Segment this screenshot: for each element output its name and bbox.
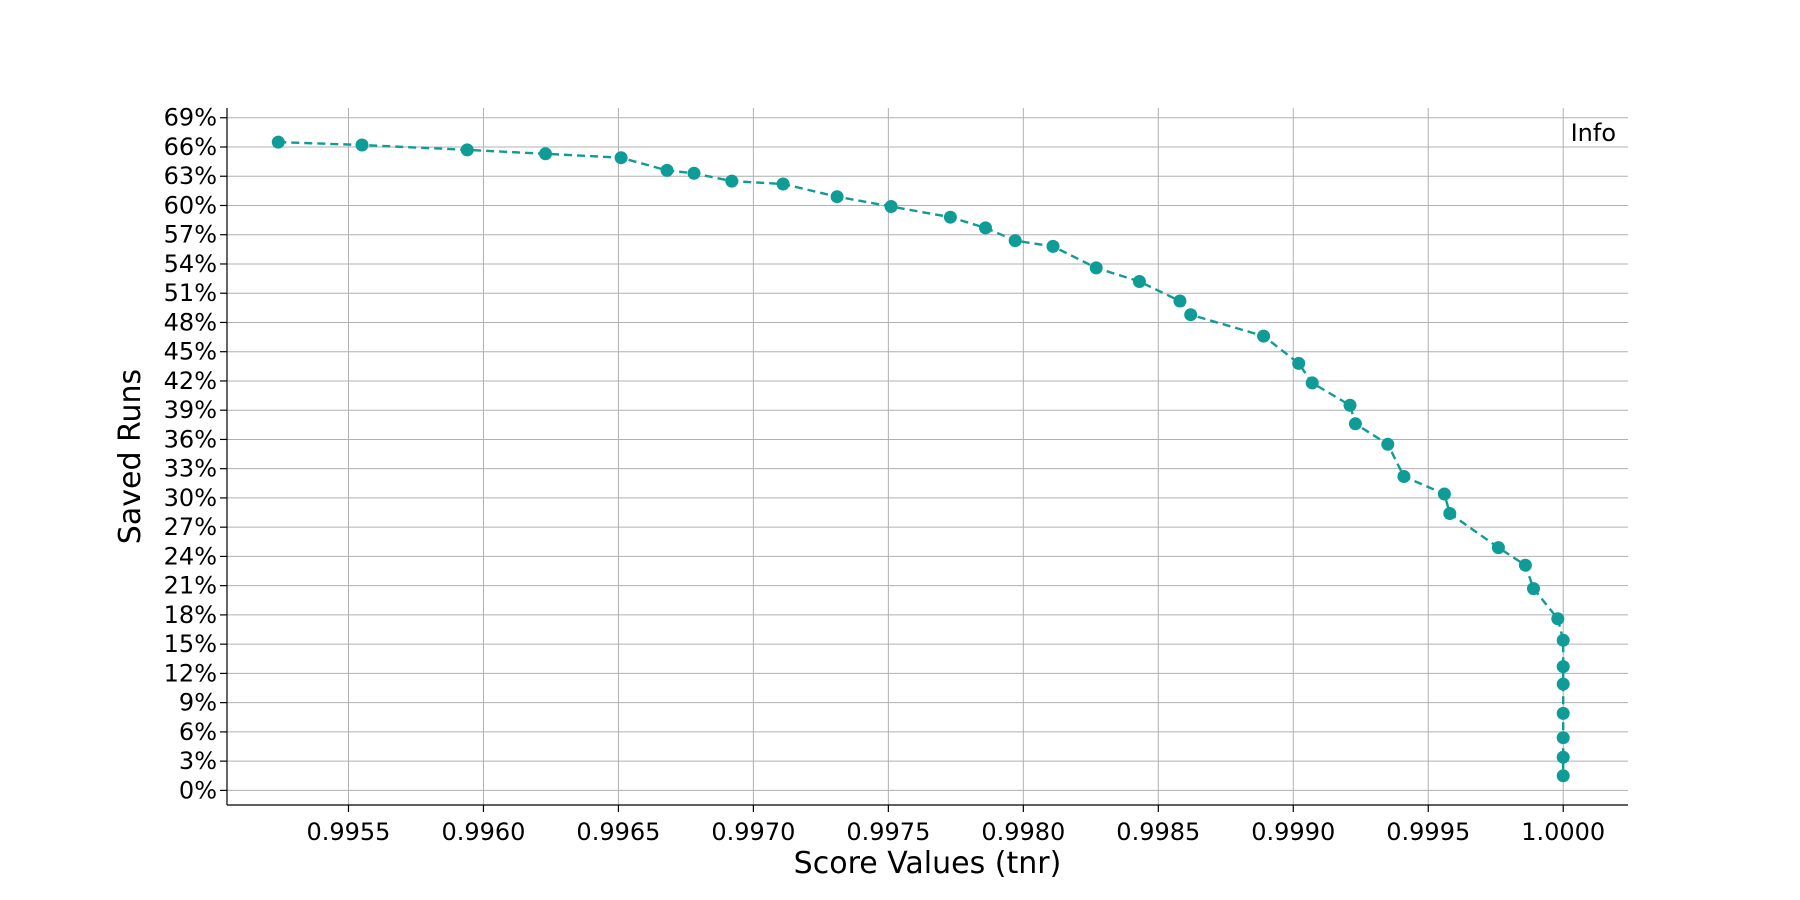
y-tick-label: 42% bbox=[164, 367, 217, 395]
data-point bbox=[271, 135, 285, 149]
y-gridlines bbox=[227, 117, 1628, 791]
data-point bbox=[1173, 294, 1187, 308]
y-axis-ticks: 0%3%6%9%12%15%18%21%24%27%30%33%36%39%42… bbox=[164, 104, 227, 804]
y-tick-label: 18% bbox=[164, 601, 217, 629]
y-tick-label: 9% bbox=[179, 689, 217, 717]
data-point bbox=[830, 190, 844, 204]
data-point bbox=[1556, 633, 1570, 647]
data-point bbox=[1257, 329, 1271, 343]
x-tick-label: 0.9965 bbox=[576, 818, 660, 846]
data-point bbox=[1518, 558, 1532, 572]
data-point bbox=[1046, 239, 1060, 253]
data-point bbox=[687, 166, 701, 180]
x-tick-label: 0.9980 bbox=[981, 818, 1065, 846]
y-tick-label: 54% bbox=[164, 250, 217, 278]
y-tick-label: 39% bbox=[164, 396, 217, 424]
data-point bbox=[1556, 769, 1570, 783]
data-point bbox=[1397, 470, 1411, 483]
data-point bbox=[539, 147, 552, 161]
data-point bbox=[1305, 376, 1319, 390]
x-axis-label: Score Values (tnr) bbox=[794, 846, 1062, 881]
data-point bbox=[1381, 437, 1395, 451]
x-tick-label: 1.0000 bbox=[1521, 818, 1605, 846]
y-tick-label: 66% bbox=[164, 133, 217, 161]
y-tick-label: 51% bbox=[164, 279, 217, 307]
y-tick-label: 27% bbox=[164, 513, 217, 541]
y-tick-label: 15% bbox=[164, 630, 217, 658]
x-tick-label: 0.9960 bbox=[441, 818, 525, 846]
y-tick-label: 33% bbox=[164, 455, 217, 483]
y-tick-label: 63% bbox=[164, 162, 217, 190]
data-point bbox=[460, 143, 474, 157]
x-tick-label: 0.9985 bbox=[1116, 818, 1200, 846]
y-tick-label: 36% bbox=[164, 425, 217, 453]
data-point bbox=[1184, 308, 1198, 322]
y-tick-label: 24% bbox=[164, 542, 217, 570]
data-point bbox=[1556, 706, 1570, 720]
y-tick-label: 0% bbox=[179, 776, 217, 804]
data-point bbox=[725, 174, 739, 188]
data-point bbox=[1089, 261, 1103, 275]
data-point bbox=[1348, 417, 1362, 431]
data-point bbox=[1556, 750, 1570, 764]
y-tick-label: 12% bbox=[164, 659, 217, 687]
data-point bbox=[1292, 356, 1306, 370]
data-point bbox=[943, 210, 957, 224]
x-gridlines bbox=[347, 108, 1564, 805]
y-tick-label: 6% bbox=[179, 718, 217, 746]
data-point bbox=[660, 163, 674, 177]
data-point bbox=[979, 221, 992, 235]
x-tick-label: 0.9955 bbox=[306, 818, 390, 846]
data-point bbox=[614, 151, 628, 165]
x-tick-label: 0.9975 bbox=[846, 818, 930, 846]
y-tick-label: 3% bbox=[179, 747, 217, 775]
data-point bbox=[1443, 507, 1457, 520]
data-point bbox=[1008, 234, 1022, 248]
data-point bbox=[1527, 582, 1540, 596]
series-line bbox=[278, 140, 1565, 776]
y-tick-label: 57% bbox=[164, 221, 217, 249]
data-point bbox=[776, 177, 790, 191]
data-point bbox=[355, 138, 369, 152]
y-tick-label: 30% bbox=[164, 484, 217, 512]
data-point bbox=[1437, 487, 1451, 501]
data-point bbox=[884, 200, 898, 213]
data-point bbox=[1556, 660, 1570, 674]
x-tick-label: 0.9970 bbox=[711, 818, 795, 846]
data-point bbox=[1556, 677, 1570, 691]
x-tick-label: 0.9995 bbox=[1386, 818, 1470, 846]
y-tick-label: 48% bbox=[164, 308, 217, 336]
x-tick-label: 0.9990 bbox=[1251, 818, 1335, 846]
data-point bbox=[1132, 275, 1146, 288]
y-tick-label: 21% bbox=[164, 572, 217, 600]
info-annotation: Info bbox=[1571, 119, 1616, 147]
series-group bbox=[271, 135, 1570, 783]
y-tick-label: 45% bbox=[164, 338, 217, 366]
y-axis-label: Saved Runs bbox=[113, 369, 148, 544]
data-point bbox=[1343, 398, 1357, 412]
y-tick-label: 69% bbox=[164, 104, 217, 132]
data-point bbox=[1556, 731, 1570, 745]
data-point bbox=[1551, 612, 1565, 626]
data-point bbox=[1491, 541, 1505, 555]
x-axis-ticks: 0.9955 0.9960 0.9965 0.9970 0.9975 0.9980 0.99… bbox=[306, 805, 1605, 846]
y-tick-label: 60% bbox=[164, 191, 217, 219]
